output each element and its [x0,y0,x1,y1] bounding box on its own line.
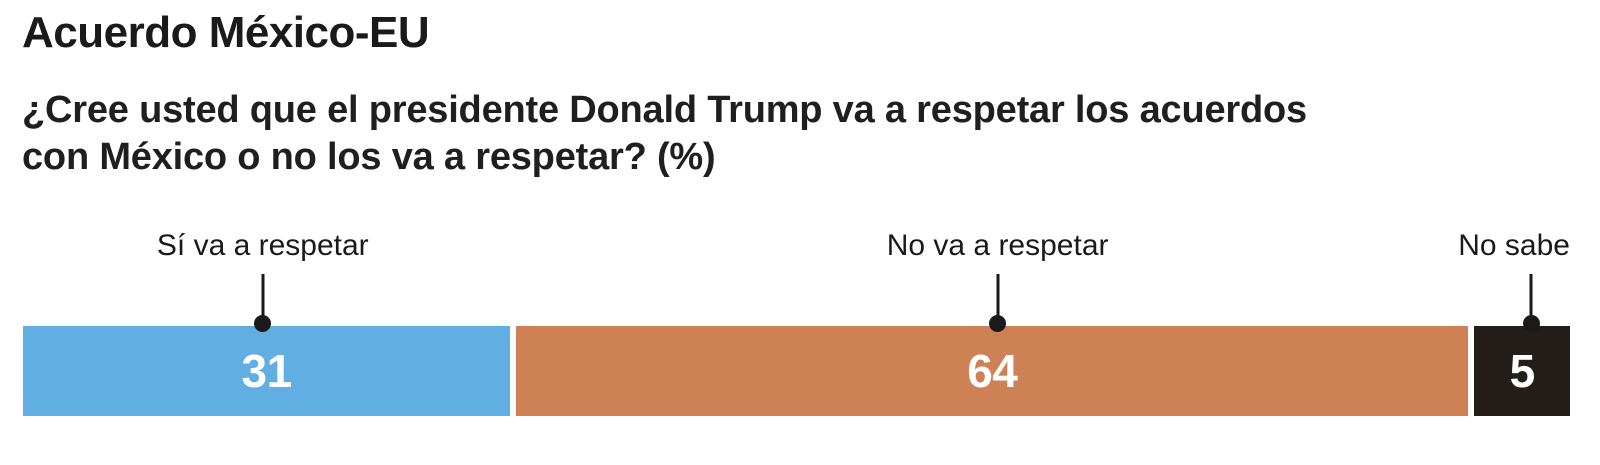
chart-question-line-2: con México o no los va a respetar? (%) [22,136,716,179]
segment-value: 31 [241,345,292,397]
segment-value: 64 [967,345,1018,397]
segment-label: Sí va a respetar [156,229,369,262]
callout-connector-line [1529,274,1533,326]
chart-title: Acuerdo México-EU [22,8,430,57]
chart-question: ¿Cree usted que el presidente Donald Tru… [22,87,1570,182]
chart-question-line-1: ¿Cree usted que el presidente Donald Tru… [22,88,1307,131]
segment-value: 5 [1509,345,1536,397]
bar-segment-3: 5 [1474,326,1571,416]
stacked-bar: 31 64 5 [23,326,1571,416]
callout-connector-line [261,274,265,326]
bar-segment-2: 64 [516,326,1469,416]
stacked-bar-plot: Sí va a respetar No va a respetar No sabe … [23,228,1571,416]
segment-label: No sabe [1458,229,1570,262]
bar-segment-1: 31 [23,326,511,416]
callout-connector-line [996,274,1000,326]
segment-label: No va a respetar [886,229,1109,262]
segment-callouts: Sí va a respetar No va a respetar No sabe [23,228,1570,326]
